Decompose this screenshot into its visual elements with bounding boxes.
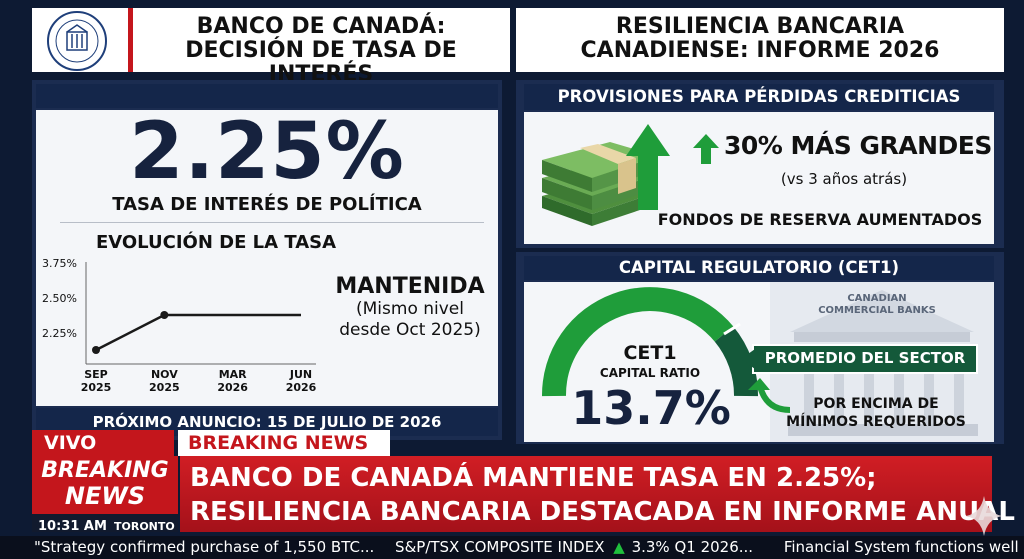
provisions-title: PROVISIONES PARA PÉRDIDAS CREDITICIAS bbox=[557, 87, 961, 106]
gauge-label-line2: CAPITAL RATIO bbox=[599, 366, 701, 380]
live-label: VIVO bbox=[44, 432, 97, 454]
above-minimum-line2: MÍNIMOS REQUERIDOS bbox=[786, 414, 966, 430]
breaking-logo-box bbox=[32, 456, 178, 514]
building-label-line2: COMMERCIAL BANKS bbox=[818, 305, 936, 316]
ticker-item-1: "Strategy confirmed purchase of 1,550 BT… bbox=[34, 538, 375, 556]
cet1-ratio-value: 13.7% bbox=[571, 381, 731, 435]
ticker-item-3: Financial System functions well bbox=[783, 538, 1019, 556]
sector-average-label: PROMEDIO DEL SECTOR bbox=[764, 349, 966, 367]
sector-pointer-icon bbox=[741, 349, 755, 369]
headline-line2: RESILIENCIA BANCARIA DESTACADA EN INFORM… bbox=[190, 497, 1015, 527]
sector-average-badge bbox=[752, 344, 978, 374]
rate-series-line bbox=[95, 313, 301, 352]
ticker-up-arrow-icon: ▲ bbox=[613, 538, 625, 556]
time-location: 10:31 AM TORONTO bbox=[38, 515, 178, 534]
rate-status-block: MANTENIDA (Mismo nivel desde Oct 2025) bbox=[330, 274, 490, 341]
left-header-title-line1: BANCO DE CANADÁ: bbox=[196, 14, 446, 39]
breaking-tag-label: BREAKING NEWS bbox=[188, 432, 369, 454]
building-label-line1: CANADIAN bbox=[847, 293, 907, 304]
x-tick-label: NOV bbox=[151, 368, 178, 381]
ticker-item-2-value: 3.3% Q1 2026... bbox=[631, 538, 754, 556]
headline-line1: BANCO DE CANADÁ MANTIENE TASA EN 2.25%; bbox=[190, 463, 877, 493]
x-tick-label: 2025 bbox=[149, 381, 180, 394]
breaking-tag bbox=[178, 430, 390, 456]
breaking-logo-line2: NEWS bbox=[64, 482, 146, 510]
y-tick-label: 2.25% bbox=[42, 327, 77, 340]
x-tick-label: 2026 bbox=[217, 381, 248, 394]
money-stack-icon bbox=[542, 124, 670, 226]
ticker-bar bbox=[0, 536, 1024, 559]
capital-title-bar bbox=[524, 256, 994, 280]
next-announcement-text: PRÓXIMO ANUNCIO: 15 DE JULIO DE 2026 bbox=[92, 413, 442, 431]
capital-title: CAPITAL REGULATORIO (CET1) bbox=[618, 258, 900, 277]
right-header-title-line1: RESILIENCIA BANCARIA bbox=[615, 14, 905, 39]
x-tick-label: MAR bbox=[219, 368, 247, 381]
bank-of-canada-seal-icon bbox=[47, 11, 107, 71]
left-header-title-line2: DECISIÓN DE TASA DE INTERÉS bbox=[185, 37, 457, 87]
ticker-content: "Strategy confirmed purchase of 1,550 BT… bbox=[34, 538, 1024, 558]
right-header-title-line2: CANADIENSE: INFORME 2026 bbox=[580, 37, 940, 63]
x-tick-label: 2025 bbox=[81, 381, 112, 394]
reserve-funds-text: FONDOS DE RESERVA AUMENTADOS bbox=[657, 210, 983, 229]
increase-arrow-icon bbox=[693, 134, 719, 164]
broadcast-time: 10:31 AM bbox=[38, 519, 107, 534]
time-location-bar bbox=[32, 514, 178, 532]
breaking-logo-line1: BREAKING bbox=[41, 458, 169, 483]
rate-status: MANTENIDA bbox=[335, 274, 485, 299]
header-red-divider bbox=[128, 8, 133, 72]
rate-data-point bbox=[92, 346, 100, 354]
rate-panel-body bbox=[36, 110, 498, 406]
rate-evolution-chart: 3.75%2.50%2.25%SEP2025NOV2025MAR2026JUN2… bbox=[42, 257, 317, 394]
above-minimum-line1: POR ENCIMA DE bbox=[813, 396, 939, 412]
curved-arrow-icon bbox=[748, 378, 791, 413]
sparkle-icon bbox=[966, 496, 1002, 536]
rate-status-note-line1: (Mismo nivel bbox=[356, 299, 464, 319]
ticker-item-2: S&P/TSX COMPOSITE INDEX bbox=[395, 538, 605, 556]
rate-panel bbox=[32, 80, 502, 440]
left-header: BANCO DE CANADÁ: DECISIÓN DE TASA DE INT… bbox=[32, 8, 510, 86]
x-tick-label: 2026 bbox=[286, 381, 317, 394]
live-tag bbox=[32, 430, 174, 456]
y-tick-label: 3.75% bbox=[42, 257, 77, 270]
headline-box bbox=[180, 456, 992, 532]
rate-status-note-line2: desde Oct 2025) bbox=[339, 320, 481, 340]
gauge-label-line1: CET1 bbox=[623, 342, 677, 364]
rate-divider bbox=[60, 222, 484, 223]
rate-evolution-title: EVOLUCIÓN DE LA TASA bbox=[95, 232, 337, 253]
provisions-increase-note: (vs 3 años atrás) bbox=[780, 170, 908, 188]
rate-panel-topbar bbox=[36, 84, 498, 108]
provisions-increase: 30% MÁS GRANDES bbox=[724, 131, 992, 160]
provisions-title-bar bbox=[524, 84, 994, 110]
broadcast-city: TORONTO bbox=[114, 520, 175, 533]
policy-rate-label: TASA DE INTERÉS DE POLÍTICA bbox=[112, 194, 422, 215]
right-header: RESILIENCIA BANCARIA CANADIENSE: INFORME… bbox=[516, 8, 1004, 72]
y-tick-label: 2.50% bbox=[42, 292, 77, 305]
policy-rate-value: 2.25% bbox=[129, 107, 405, 197]
rate-data-point bbox=[160, 311, 169, 319]
x-tick-label: SEP bbox=[84, 368, 108, 381]
cet1-gauge bbox=[541, 287, 759, 397]
x-tick-label: JUN bbox=[289, 368, 312, 381]
